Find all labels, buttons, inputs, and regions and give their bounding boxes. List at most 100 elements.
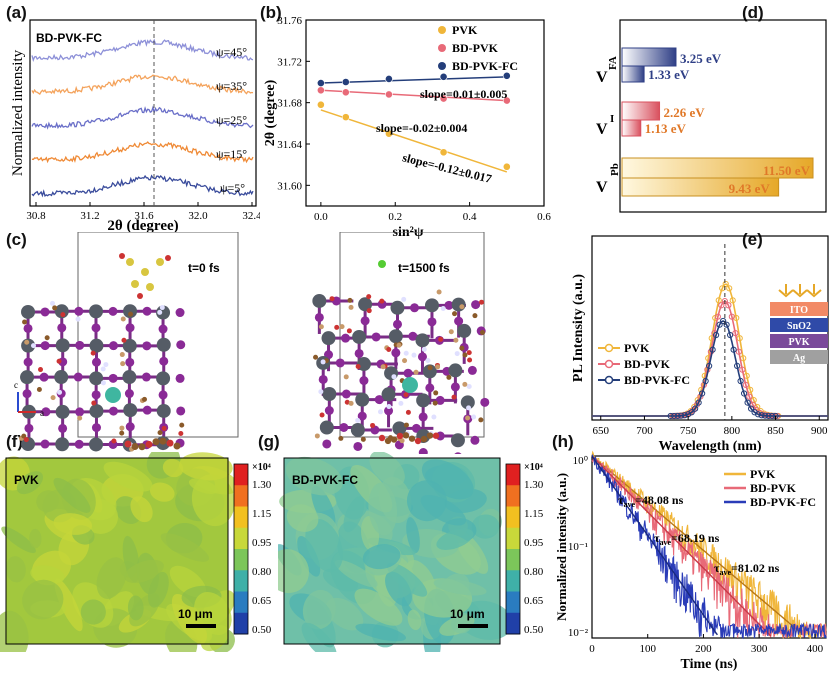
h-xtick: 400 xyxy=(807,643,824,655)
h-xtick: 300 xyxy=(751,643,768,655)
panel-c-md-snapshots: t=0 fs t=1500 fs c a xyxy=(14,232,490,454)
colorbar-unit: ×10⁴ xyxy=(252,462,271,473)
layer-pvk: PVK xyxy=(788,337,809,348)
panel-label-f: (f) xyxy=(6,432,23,451)
trpl-fit xyxy=(591,455,718,636)
energy-bar xyxy=(621,177,780,197)
colorbar-tick: 1.30 xyxy=(252,479,272,491)
energy-value-label: 3.25 eV xyxy=(680,51,722,66)
e-xtick: 750 xyxy=(680,425,697,437)
md-time-1500: t=1500 fs xyxy=(398,261,450,275)
strain-point xyxy=(341,78,350,86)
layer-sno2: SnO2 xyxy=(787,321,811,332)
map-g-label: BD-PVK-FC xyxy=(292,473,358,487)
strain-point xyxy=(439,94,448,103)
a-xtick: 32.4 xyxy=(242,210,260,222)
strain-point xyxy=(341,113,350,122)
strain-point xyxy=(439,148,448,157)
panel-a-sample-label: BD-PVK-FC xyxy=(36,31,102,45)
panel-b-ylabel: 2θ (degree) xyxy=(263,79,278,146)
panel-f-pl-map: PVK 10 μm ×10⁴ 1.30 1.15 0.95 0.80 0.65 0.50 xyxy=(0,452,272,652)
strain-point xyxy=(502,162,511,171)
e-xtick: 650 xyxy=(592,425,609,437)
trpl-fit xyxy=(591,455,772,637)
panel-e-legend-bdpvkfc: BD-PVK-FC xyxy=(624,373,690,387)
h-ytick-2: 10⁻² xyxy=(568,627,589,639)
fit-line xyxy=(320,109,508,173)
panel-h-legend-bdpvkfc: BD-PVK-FC xyxy=(750,495,816,509)
panel-d-energy-bars: 3.25 eV1.33 eV 2.26 eV1.13 eV 11.50 eV 9.43… xyxy=(596,19,827,213)
psi15-label: ψ=15° xyxy=(216,147,247,161)
panel-h-legend-bdpvk: BD-PVK xyxy=(750,481,797,495)
vi-label: V xyxy=(596,121,608,138)
vpb-subscript: Pb xyxy=(609,163,621,176)
panel-e-legend-bdpvk: BD-PVK xyxy=(624,357,671,371)
energy-bar xyxy=(621,101,661,121)
fit-line xyxy=(320,76,507,84)
map-g-scale: 10 μm xyxy=(450,607,485,621)
e-xtick: 800 xyxy=(724,425,741,437)
psi35-label: ψ=35° xyxy=(216,79,247,93)
panel-a-xrd-chart: BD-PVK-FC ψ=45° ψ=35° ψ=25° ψ=15° ψ=5° 3… xyxy=(10,19,260,232)
strain-point xyxy=(502,71,511,80)
panel-h-legend-pvk: PVK xyxy=(750,467,776,481)
panel-label-b: (b) xyxy=(260,3,282,22)
b-ytick: 31.60 xyxy=(277,180,302,192)
panel-label-c: (c) xyxy=(6,230,27,249)
layer-ito: ITO xyxy=(790,305,808,316)
panel-label-h: (h) xyxy=(552,432,574,451)
colorbar-tick: 0.50 xyxy=(252,624,272,636)
panel-label-g: (g) xyxy=(258,432,280,451)
energy-bar xyxy=(621,65,645,83)
colorbar-tick: 1.15 xyxy=(252,508,272,520)
strain-point xyxy=(316,100,325,109)
slope-label-bdpvkfc: slope=0.01±0.005 xyxy=(420,87,507,101)
vfa-subscript: FA xyxy=(607,56,619,70)
colorbar-tick: 0.80 xyxy=(524,566,544,578)
strain-point xyxy=(316,79,325,87)
colorbar-tick: 0.50 xyxy=(524,624,544,636)
device-stack-inset: ITO SnO2 PVK Ag xyxy=(770,284,828,364)
panel-h-xlabel: Time (ns) xyxy=(681,657,738,672)
energy-value-label: 2.26 eV xyxy=(664,105,706,120)
b-ytick: 31.68 xyxy=(277,98,302,110)
b-xtick: 0.2 xyxy=(388,211,402,223)
psi25-label: ψ=25° xyxy=(216,113,247,127)
energy-value-label: 11.50 eV xyxy=(763,163,811,178)
h-ytick-0: 10⁰ xyxy=(573,455,589,467)
energy-value-label: 1.33 eV xyxy=(648,67,690,82)
panel-label-a: (a) xyxy=(6,3,27,22)
panel-g-pl-map: BD-PVK-FC 10 μm ×10⁴ 1.30 1.15 0.95 0.80 0.65… xyxy=(278,452,544,652)
map-f-label: PVK xyxy=(14,473,39,487)
panel-a-xlabel: 2θ (degree) xyxy=(107,218,178,232)
e-xtick: 850 xyxy=(767,425,784,437)
vfa-label: V xyxy=(596,69,608,86)
vi-subscript: I xyxy=(610,113,614,125)
strain-point xyxy=(385,90,393,99)
axis-a-label: a xyxy=(40,408,44,418)
panel-e-legend-pvk: PVK xyxy=(624,341,650,355)
axis-c-label: c xyxy=(14,380,18,390)
strain-point xyxy=(439,72,448,81)
panel-b-strain-chart: 31.60 31.64 31.68 31.72 31.76 0.0 0.2 0.4 0.6 2… xyxy=(263,15,551,240)
b-xtick: 0.4 xyxy=(463,211,477,223)
tau-label-pvk: τave=81.02 ns xyxy=(714,561,780,577)
h-xtick: 100 xyxy=(639,643,656,655)
slope-label-bdpvk: slope=-0.02±0.004 xyxy=(376,121,467,135)
panel-b-legend-bdpvkfc: BD-PVK-FC xyxy=(452,59,518,73)
a-xtick: 32.0 xyxy=(188,210,208,222)
colorbar-tick: 1.30 xyxy=(524,479,544,491)
panel-a-ylabel: Normalized intensity xyxy=(10,49,26,176)
panel-e-xlabel: Wavelength (nm) xyxy=(658,439,761,454)
panel-b-legend-pvk: PVK xyxy=(452,23,478,37)
strain-point xyxy=(502,96,511,105)
vpb-label: V xyxy=(596,179,608,196)
colorbar-unit: ×10⁴ xyxy=(524,462,543,473)
colorbar-tick: 0.95 xyxy=(524,537,544,549)
panel-e-pl-chart: 650 700 750 800 850 900 Wavelength (nm) PL In… xyxy=(571,235,829,454)
panel-h-ylabel: Normalized intensity (a.u.) xyxy=(554,473,569,621)
psi45-label: ψ=45° xyxy=(216,45,247,59)
colorbar-tick: 0.65 xyxy=(252,595,272,607)
strain-point xyxy=(316,86,325,95)
b-xtick: 0.0 xyxy=(314,211,328,223)
